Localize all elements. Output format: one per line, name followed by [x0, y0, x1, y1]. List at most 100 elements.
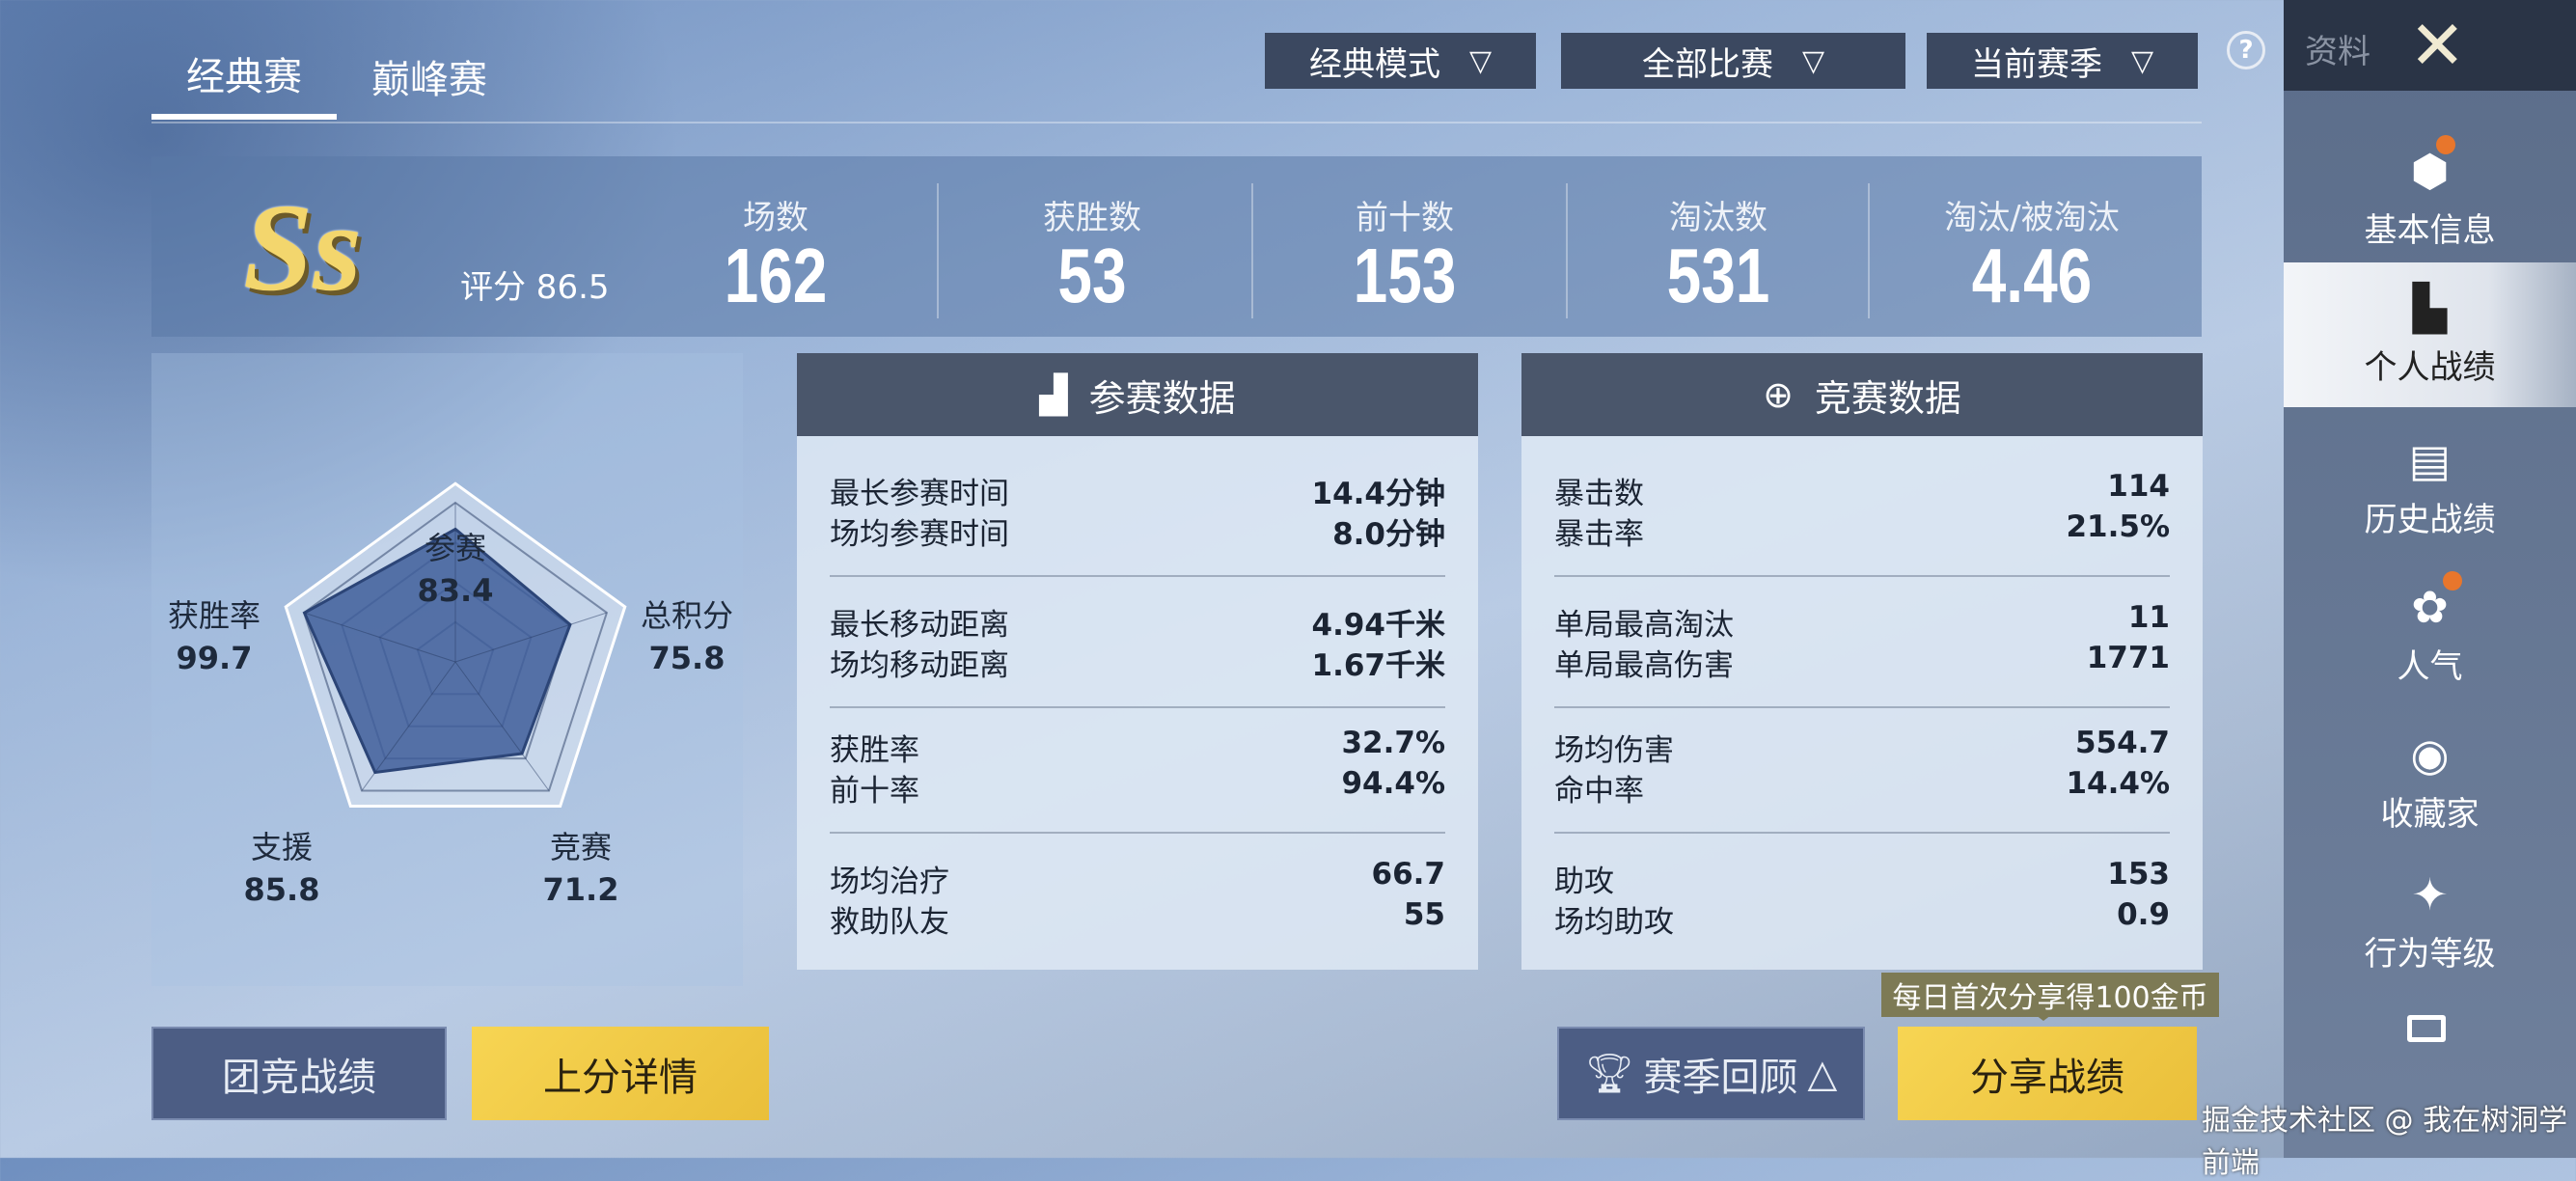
menu-icon[interactable] — [2407, 1015, 2446, 1042]
trophy-icon: 🏆︎ — [1584, 1052, 1634, 1096]
stat-kills: 淘汰数 531 — [1666, 199, 1770, 318]
sidebar-item-basic-info[interactable]: ⬢ 基本信息 — [2284, 125, 2576, 270]
radar-axis-label: 支援 85.8 — [243, 829, 320, 908]
stat-value: 4.94千米 — [1311, 608, 1446, 643]
radar-axis-label: 总积分 75.8 — [640, 597, 733, 676]
behavior-badge-icon: ✦ — [2411, 867, 2449, 920]
stat-row: 前十率 94.4% — [830, 766, 1445, 809]
mode-dropdown[interactable]: 经典模式 ▽ — [1265, 33, 1536, 89]
combat-panel: ⊕ 竞赛数据 暴击数 114 暴击率 21.5% 单局最高淘汰 11 单局最高伤害 1771 场均… — [1521, 353, 2203, 970]
sidebar-header: 资料 ✕ — [2284, 0, 2576, 91]
close-x-icon[interactable]: ✕ — [2409, 6, 2466, 85]
stat-value: 14.4% — [2066, 766, 2170, 801]
stat-matches: 场数 162 — [724, 199, 828, 318]
summary-bar: Ss 评分 86.5 场数 162 获胜数 53 前十数 153 淘汰数 531 淘汰/… — [151, 156, 2202, 337]
stat-label: 单局最高伤害 — [1554, 648, 1734, 683]
divider — [830, 832, 1445, 834]
radar-axis — [454, 661, 550, 791]
stat-value: 14.4分钟 — [1311, 477, 1446, 511]
stat-value: 94.4% — [1341, 766, 1445, 801]
stat-value: 8.0分钟 — [1332, 517, 1445, 552]
divider — [830, 706, 1445, 708]
stat-row: 暴击率 21.5% — [1554, 509, 2170, 552]
sidebar-item-personal-stats[interactable]: ▙ 个人战绩 — [2284, 262, 2576, 407]
stat-row: 场均参赛时间 8.0分钟 — [830, 509, 1445, 552]
radar-grid — [302, 501, 609, 792]
stat-row: 暴击数 114 — [1554, 469, 2170, 511]
divider — [1554, 706, 2170, 708]
watermark: 掘金技术社区 @ 我在树洞学前端 — [2202, 1104, 2568, 1180]
bar-chart-icon: ▟ — [1039, 373, 1068, 416]
stat-label: 助攻 — [1554, 865, 1614, 899]
chevron-down-icon: ▽ — [1468, 43, 1493, 78]
sidebar-item-label: 历史战绩 — [2364, 500, 2496, 539]
stat-row: 最长移动距离 4.94千米 — [830, 600, 1446, 643]
sidebar: 资料 ✕ ⬢ 基本信息 ▙ 个人战绩 ▤ 历史战绩 ✿ 人气 ◉ 收藏家 ✦ 行为等级 — [2284, 0, 2576, 1158]
stat-label: 最长移动距离 — [830, 608, 1009, 643]
button-label: 赛季回顾 — [1643, 1055, 1798, 1100]
stat-row: 助攻 153 — [1554, 857, 2170, 899]
stats-doc-icon: ▙ — [2412, 281, 2448, 334]
season-review-button[interactable]: 🏆︎ 赛季回顾 △ — [1557, 1027, 1865, 1120]
section-label: 资料 — [2305, 33, 2370, 71]
stat-value: 11 — [2127, 600, 2170, 635]
stat-row: 救助队友 55 — [830, 897, 1445, 940]
history-doc-icon: ▤ — [2408, 433, 2452, 486]
stat-row: 命中率 14.4% — [1554, 766, 2170, 809]
radar-axis-label: 参赛 83.4 — [417, 530, 494, 609]
stat-kd: 淘汰/被淘汰 4.46 — [1944, 199, 2120, 318]
stat-label: 最长参赛时间 — [830, 477, 1009, 511]
stat-label: 救助队友 — [830, 905, 949, 940]
tab-divider — [151, 122, 2202, 124]
stat-wins: 获胜数 53 — [1043, 199, 1141, 318]
stat-row: 场均伤害 554.7 — [1554, 726, 2170, 768]
question-icon[interactable]: ? — [2227, 31, 2265, 69]
stat-value: 554.7 — [2074, 726, 2170, 760]
sidebar-item-behavior[interactable]: ✦ 行为等级 — [2284, 849, 2576, 994]
sidebar-item-popularity[interactable]: ✿ 人气 — [2284, 562, 2576, 706]
radar-chart: 参赛 83.4 总积分 75.8 竞赛 71.2 支援 85.8 获胜率 99.7 — [151, 353, 743, 986]
sidebar-item-collector[interactable]: ◉ 收藏家 — [2284, 709, 2576, 854]
stat-row: 最长参赛时间 14.4分钟 — [830, 469, 1446, 511]
sidebar-item-label: 基本信息 — [2364, 210, 2496, 250]
divider — [830, 575, 1445, 577]
stat-label: 暴击数 — [1554, 477, 1644, 511]
sidebar-item-label: 行为等级 — [2364, 934, 2496, 974]
chevron-up-icon: △ — [1807, 1051, 1838, 1096]
dropdown-label: 当前赛季 — [1970, 44, 2102, 84]
stat-row: 单局最高淘汰 11 — [1554, 600, 2170, 643]
stat-label: 命中率 — [1554, 774, 1644, 809]
radar-svg — [284, 481, 627, 809]
tab-peak[interactable]: 巅峰赛 — [371, 58, 487, 102]
stat-row: 场均助攻 0.9 — [1554, 897, 2170, 940]
panel-header: ▟ 参赛数据 — [797, 353, 1478, 436]
radar-series — [302, 527, 572, 775]
crosshair-icon: ⊕ — [1763, 373, 1794, 416]
stat-label: 前十率 — [830, 774, 919, 809]
sidebar-item-history[interactable]: ▤ 历史战绩 — [2284, 415, 2576, 560]
stat-value: 21.5% — [2066, 509, 2170, 544]
stat-value: 66.7 — [1371, 857, 1446, 892]
collector-badge-icon: ◉ — [2410, 728, 2450, 781]
divider — [1554, 575, 2170, 577]
tab-classic[interactable]: 经典赛 — [151, 33, 337, 120]
radar-axis — [361, 661, 456, 791]
sidebar-item-label: 人气 — [2397, 646, 2463, 686]
chevron-down-icon: ▽ — [2130, 43, 2154, 78]
dropdown-label: 全部比赛 — [1641, 44, 1773, 84]
stat-row: 场均治疗 66.7 — [830, 857, 1446, 899]
stat-label: 单局最高淘汰 — [1554, 608, 1734, 643]
sidebar-item-label: 收藏家 — [2380, 794, 2480, 834]
stat-label: 场均参赛时间 — [830, 517, 1009, 552]
divider — [1554, 832, 2170, 834]
rank-details-button[interactable]: 上分详情 — [472, 1027, 769, 1120]
stat-value: 55 — [1403, 897, 1445, 932]
notification-dot — [2436, 135, 2455, 154]
match-dropdown[interactable]: 全部比赛 ▽ — [1561, 33, 1905, 89]
share-stats-button[interactable]: 分享战绩 — [1898, 1027, 2197, 1120]
rose-icon: ✿ — [2411, 580, 2449, 633]
season-dropdown[interactable]: 当前赛季 ▽ — [1927, 33, 2198, 89]
radar-axis — [303, 612, 456, 663]
team-stats-button[interactable]: 团竞战绩 — [151, 1027, 447, 1120]
stat-label: 场均助攻 — [1554, 905, 1674, 940]
